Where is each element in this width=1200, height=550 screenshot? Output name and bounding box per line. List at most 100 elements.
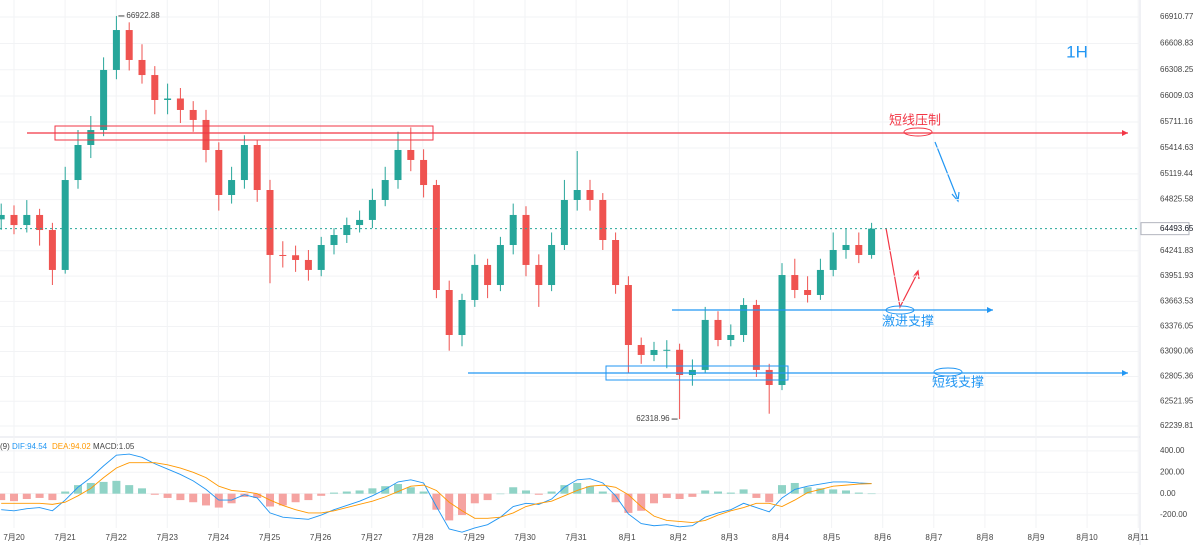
x-tick-label: 8月2 [670,533,687,542]
candle-body [458,299,466,336]
macd-bar [74,485,82,494]
candle-body [432,185,440,290]
macd-legend: (9) [0,442,10,451]
y-tick-label: 66009.03 [1160,91,1194,100]
candle-body [87,130,95,145]
macd-bar [304,493,313,501]
arrow-head [987,306,993,313]
y-tick-label: 63663.53 [1160,296,1194,305]
arrow-head [1122,130,1128,137]
macd-legend: MACD:1.05 [93,442,135,451]
y-tick-label: 62239.81 [1160,421,1194,430]
candle-body [637,344,645,355]
macd-bar [816,488,825,494]
level-label: 短线压制 [889,112,941,127]
macd-dif-line [1,453,872,533]
candle-body [791,275,799,290]
macd-bar [790,482,799,494]
macd-bar [688,493,697,497]
candle-body [112,30,120,70]
macd-bar [803,487,812,494]
macd-bar [253,493,262,498]
candle-body [586,190,594,200]
macd-bar [202,493,210,506]
x-tick-label: 8月10 [1076,533,1098,542]
price-tag-label: 64493.65 [1160,224,1194,233]
candle-body [61,180,69,270]
arrow-head [1122,370,1128,377]
x-tick-label: 7月23 [157,533,179,542]
macd-bar [765,493,774,503]
macd-bar [739,489,748,494]
macd-bar [624,493,633,513]
candle-body [855,244,863,255]
macd-bar [560,485,569,494]
x-tick-label: 8月3 [721,533,738,542]
macd-bar [176,493,185,501]
high-label: 66922.88 [126,11,160,20]
macd-bar [22,493,31,500]
candle-body [125,30,133,60]
level-label: 短线支撑 [932,374,984,389]
path-arrow [885,227,919,309]
macd-bar [138,488,146,494]
macd-bar [483,493,492,501]
candle-body [48,230,56,270]
candle-body [778,275,786,386]
y-tick-label: -200.00 [1160,510,1188,519]
y-tick-label: 65119.44 [1160,169,1193,178]
level-label: 激进支撑 [882,313,934,328]
candle-body [573,190,581,200]
macd-bar [10,493,18,502]
candle-body [189,109,197,120]
macd-bar [240,493,249,497]
x-tick-label: 7月22 [106,533,128,542]
macd-dea-line [1,462,872,523]
candle-body [445,290,453,336]
macd-bar [778,485,786,494]
candle-body [138,59,146,76]
macd-bar [470,493,479,504]
candle-body [36,214,44,231]
trend-arrow [934,141,959,201]
macd-bar [150,493,159,495]
candle-body [599,199,607,241]
macd-bar [189,493,198,503]
macd-bar [394,484,402,494]
macd-bar [317,493,326,496]
candle-body [816,269,824,295]
candle-body [650,349,658,355]
macd-bar [419,491,428,494]
macd-bar [35,493,44,498]
macd-bar [598,491,607,494]
candle-body [394,149,402,181]
macd-bar [342,491,351,494]
macd-bar [842,490,850,494]
x-tick-label: 7月20 [3,533,25,542]
macd-bar [662,493,671,498]
macd-bar [534,493,543,495]
level-marker [885,305,915,315]
candle-body [407,149,415,160]
y-tick-label: 66608.83 [1160,39,1194,48]
candle-body [228,180,236,195]
x-tick-label: 7月24 [208,533,230,542]
y-tick-label: 64241.83 [1160,246,1194,255]
candle-body [330,235,338,245]
y-tick-label: 63951.93 [1160,271,1194,280]
macd-bar [611,493,620,503]
y-tick-label: 200.00 [1160,467,1185,476]
macd-bar [214,493,223,508]
macd-bar [368,488,377,494]
macd-bar [522,490,530,494]
x-tick-label: 7月31 [565,533,587,542]
y-tick-label: 66308.25 [1160,65,1194,74]
macd-bar [854,492,863,494]
macd-bar [125,485,134,494]
candle-body [496,244,504,286]
macd-bar [112,480,121,494]
y-tick-label: 62805.36 [1160,372,1194,381]
candle-body [0,214,5,220]
macd-bar [291,493,300,503]
